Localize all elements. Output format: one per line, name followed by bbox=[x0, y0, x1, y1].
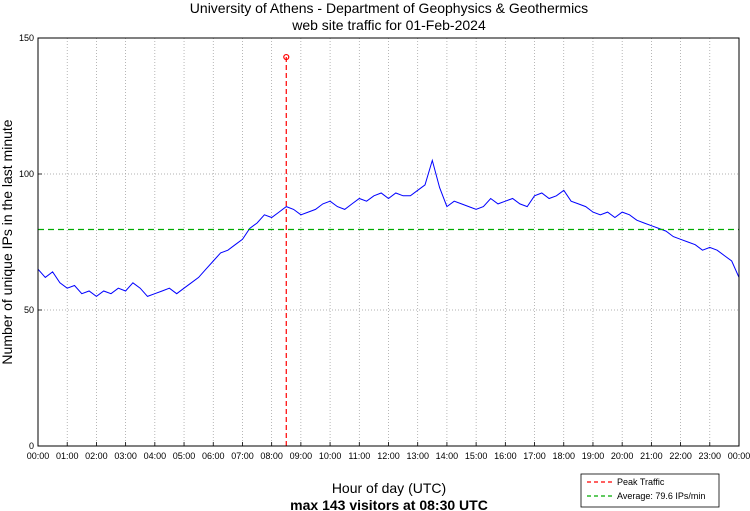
y-tick-label: 0 bbox=[29, 441, 34, 451]
x-tick-label: 21:00 bbox=[640, 451, 663, 461]
chart-subtitle: web site traffic for 01-Feb-2024 bbox=[291, 17, 486, 33]
x-tick-label: 17:00 bbox=[523, 451, 546, 461]
legend-box bbox=[580, 473, 720, 508]
x-tick-label: 00:00 bbox=[27, 451, 50, 461]
x-tick-label: 11:00 bbox=[348, 451, 370, 461]
x-tick-label: 02:00 bbox=[85, 451, 108, 461]
series-layer bbox=[37, 53, 740, 446]
traffic-series-line bbox=[37, 158, 740, 298]
legend: Peak Traffic Average: 79.6 IPs/min bbox=[580, 473, 720, 508]
x-tick-label: 16:00 bbox=[494, 451, 517, 461]
x-tick-label: 22:00 bbox=[669, 451, 692, 461]
x-tick-label: 01:00 bbox=[56, 451, 79, 461]
y-tick-label: 50 bbox=[24, 305, 34, 315]
x-tick-label: 20:00 bbox=[611, 451, 634, 461]
x-axis-label: Hour of day (UTC) bbox=[332, 480, 446, 496]
x-tick-label: 12:00 bbox=[377, 451, 400, 461]
max-visitors-note: max 143 visitors at 08:30 UTC bbox=[290, 497, 488, 511]
grid bbox=[37, 37, 740, 447]
peak-marker bbox=[283, 53, 290, 61]
x-tick-label: 13:00 bbox=[406, 451, 429, 461]
x-tick-label: 14:00 bbox=[436, 451, 459, 461]
x-tick-label: 07:00 bbox=[231, 451, 254, 461]
x-tick-label: 18:00 bbox=[552, 451, 575, 461]
x-tick-label: 19:00 bbox=[582, 451, 605, 461]
y-axis-label: Number of unique IPs in the last minute bbox=[0, 119, 15, 364]
x-tick-label: 10:00 bbox=[319, 451, 342, 461]
x-tick-label: 23:00 bbox=[699, 451, 722, 461]
y-tick-label: 150 bbox=[19, 33, 34, 43]
legend-peak-label: Peak Traffic bbox=[617, 477, 665, 487]
x-tick-label: 06:00 bbox=[202, 451, 225, 461]
x-tick-label: 05:00 bbox=[173, 451, 196, 461]
x-tick-label: 09:00 bbox=[290, 451, 313, 461]
x-tick-label: 03:00 bbox=[114, 451, 137, 461]
x-tick-label: 00:00 bbox=[728, 451, 750, 461]
y-tick-label: 100 bbox=[19, 169, 34, 179]
x-tick-label: 08:00 bbox=[260, 451, 283, 461]
plot-frame bbox=[37, 37, 740, 447]
legend-average-label: Average: 79.6 IPs/min bbox=[617, 491, 705, 501]
chart-title: University of Athens - Department of Geo… bbox=[190, 0, 588, 16]
x-tick-label: 15:00 bbox=[465, 451, 488, 461]
x-tick-label: 04:00 bbox=[144, 451, 167, 461]
tick-labels: 00:00 01:00 02:00 03:00 04:00 05:00 06:00 07:00… bbox=[19, 33, 750, 461]
